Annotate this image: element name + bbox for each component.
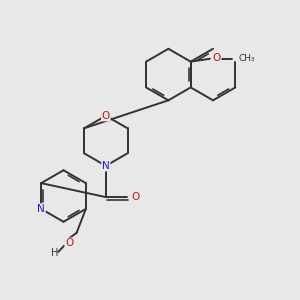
Text: O: O	[131, 192, 140, 202]
Text: O: O	[102, 111, 110, 121]
Text: N: N	[37, 204, 45, 214]
Text: O: O	[212, 53, 220, 63]
Text: CH₃: CH₃	[238, 54, 255, 63]
Text: O: O	[65, 238, 74, 248]
Text: H: H	[51, 248, 58, 258]
Text: N: N	[102, 161, 110, 171]
